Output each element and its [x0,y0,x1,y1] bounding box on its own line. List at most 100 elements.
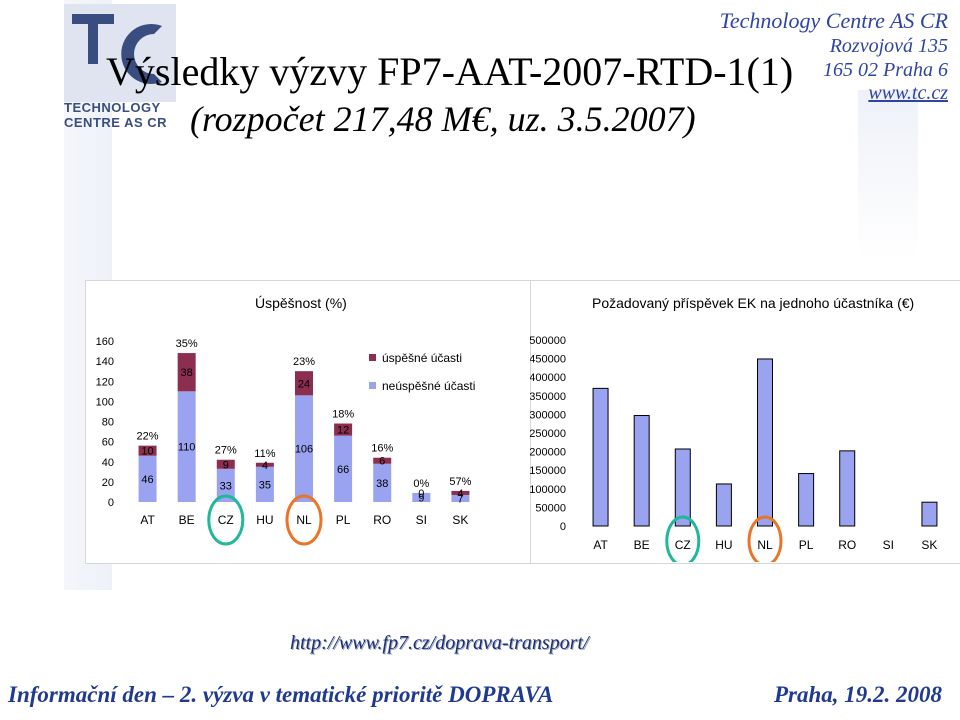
percent-label: 35% [176,338,198,350]
page-subtitle: (rozpočet 217,48 M€, uz. 3.5.2007) [190,99,696,139]
bar-success-sk [451,490,470,495]
tc-logo [64,4,176,102]
success-value-label: 0 [418,488,424,500]
highlight-circle-nl [747,515,783,562]
fail-value-label: 66 [337,464,349,476]
bar-be [633,415,650,527]
x-tick-label: SI [883,538,894,552]
legend-swatch [369,382,376,389]
x-tick-label: AT [593,538,608,552]
x-tick-label: CZ [218,513,234,527]
logo-text-line1: TECHNOLOGY [64,100,161,115]
y-tick-label: 60 [102,437,114,449]
x-tick-label: BE [179,513,195,527]
success-value-label: 4 [457,488,463,500]
x-tick-label: PL [799,538,814,552]
bar-success-nl [295,371,313,396]
bar-success-ro [373,457,392,464]
y-tick-label: 40 [102,457,114,469]
x-tick-label: RO [373,513,391,527]
success-chart-title: Úspěšnost (%) [255,295,347,311]
footer-date: Praha, 19.2. 2008 [773,682,942,707]
contribution-chart-title: Požadovaný příspěvek EK na jednoho účast… [592,295,915,311]
y-tick-label: 140 [96,356,114,368]
success-value-label: 12 [337,425,349,437]
bar-cz [674,448,691,527]
bar-fail-hu [255,466,274,502]
bar-nl [757,358,773,527]
percent-label: 23% [293,356,315,368]
fail-value-label: 38 [376,478,388,490]
percent-label: 11% [254,448,275,460]
bar-hu [715,483,732,527]
x-tick-label: SI [416,513,427,527]
highlight-circle-cz [665,515,701,562]
success-value-label: 4 [262,460,268,472]
highlight-circle-cz [207,494,245,546]
y-tick-label: 500000 [530,335,566,347]
percent-label: 57% [449,476,471,488]
success-value-label: 24 [298,378,310,390]
x-tick-label: HU [715,538,732,552]
footer-bar [0,681,960,720]
bar-success-at [138,445,157,456]
bar-fail-at [138,455,157,502]
y-tick-label: 350000 [530,391,566,403]
city: 165 02 Praha 6 [823,59,948,81]
fail-value-label: 46 [141,474,153,486]
bar-success-be [177,353,196,392]
bar-pl [798,473,815,527]
success-value-label: 10 [141,446,153,458]
bar-ro [839,450,856,527]
success-value-label: 38 [181,367,193,379]
percent-label: 0% [413,478,429,490]
address-block: Technology Centre AS CR Rozvojová 135 16… [720,8,948,105]
bar-fail-pl [334,435,353,502]
footer-event: Informační den – 2. výzva v tematické pr… [8,682,554,707]
y-tick-label: 0 [560,521,566,533]
bar-fail-cz [216,468,235,502]
x-tick-label: BE [634,538,650,552]
fail-value-label: 9 [418,492,424,504]
y-tick-label: 50000 [535,502,566,514]
y-tick-label: 80 [102,417,114,429]
y-tick-label: 150000 [530,465,566,477]
x-tick-label: CZ [675,538,691,552]
y-tick-label: 300000 [530,409,566,421]
fail-value-label: 106 [295,444,313,456]
highlight-circle-nl [285,494,323,546]
fail-value-label: 35 [259,479,271,491]
x-tick-label: SK [921,538,937,552]
x-tick-label: RO [838,538,856,552]
bar-fail-ro [373,463,392,502]
x-tick-label: NL [757,538,773,552]
x-tick-label: NL [296,513,312,527]
page-title: Výsledky výzvy FP7-AAT-2007-RTD-1(1) [106,49,794,94]
percent-label: 22% [137,431,159,443]
x-tick-label: AT [140,513,155,527]
legend-label: neúspěšné účasti [382,379,475,393]
website-link[interactable]: www.tc.cz [868,82,948,104]
success-value-label: 6 [379,456,385,468]
percent-label: 16% [371,443,393,455]
bar-fail-nl [295,395,313,502]
y-tick-label: 450000 [530,354,566,366]
contribution-chart: 0 50000 100000 150000 200000 250000 300000 3500… [530,335,938,562]
y-tick-label: 250000 [530,428,566,440]
legend-swatch [369,354,376,361]
logo-text: TECHNOLOGY CENTRE AS CR [64,100,194,130]
bar-fail-si [412,492,431,502]
bar-fail-sk [451,494,470,502]
y-tick-label: 20 [102,477,114,489]
program-url[interactable]: http://www.fp7.cz/doprava-transport/ [290,632,589,654]
decorative-band-right [858,90,918,260]
bar-sk [921,501,938,527]
org-name: Technology Centre AS CR [719,8,948,33]
fail-value-label: 7 [457,493,463,505]
y-tick-label: 0 [108,497,114,509]
bar-success-pl [334,423,353,436]
bar-success-hu [255,462,274,467]
y-tick-label: 100 [96,396,114,408]
legend-label: úspěšné účasti [382,351,462,365]
success-value-label: 9 [223,459,229,471]
